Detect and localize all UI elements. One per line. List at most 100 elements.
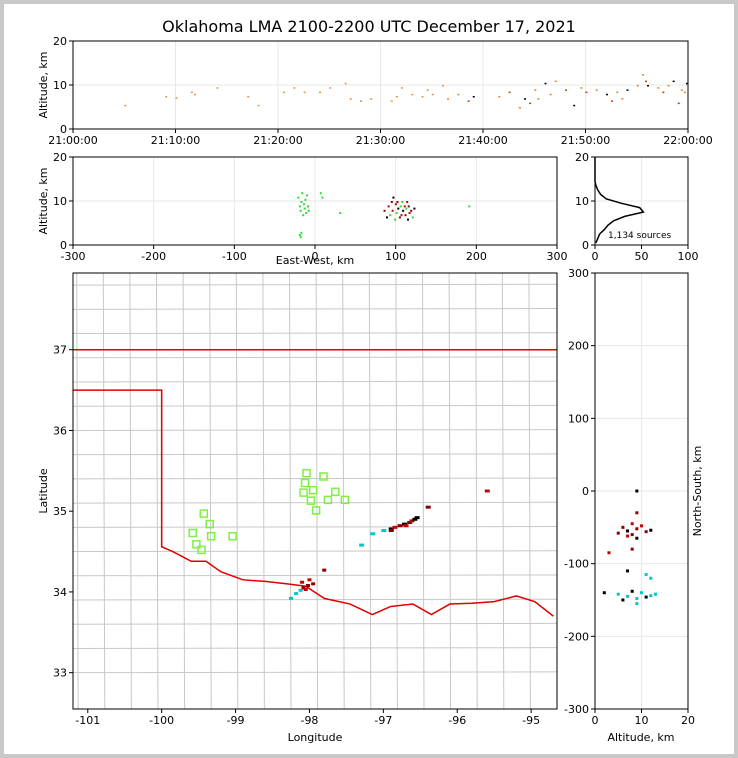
plan-view-ylabel: Latitude bbox=[37, 468, 50, 514]
ew-height-source-point bbox=[299, 236, 302, 239]
ew-height-ytick-label: 0 bbox=[60, 239, 67, 252]
ns-height-source-point bbox=[630, 522, 634, 526]
time-height-source-point bbox=[344, 82, 347, 85]
time-height-source-point bbox=[390, 100, 393, 102]
ew-height-xtick-label: 100 bbox=[385, 250, 406, 263]
ew-height-source-point bbox=[410, 209, 413, 212]
county-boundary bbox=[72, 283, 558, 286]
time-height-source-point bbox=[549, 93, 552, 96]
time-height-panel: 21:00:00 21:10:00 21:20:00 21:30:00 21:40:00… bbox=[37, 35, 713, 147]
time-height-xtick-label: 21:10:00 bbox=[151, 134, 200, 147]
ew-height-xtick-label: 200 bbox=[466, 250, 487, 263]
time-height-source-point bbox=[647, 85, 649, 87]
ew-height-source-point bbox=[407, 205, 410, 208]
ew-height-source-point bbox=[402, 209, 405, 212]
county-boundary bbox=[72, 574, 558, 577]
ew-height-source-point bbox=[319, 192, 322, 195]
lma-sensor-marker bbox=[308, 485, 318, 495]
plan-view-xtick-label: -98 bbox=[300, 714, 318, 727]
time-height-source-point bbox=[595, 89, 598, 91]
plan-source-cluster bbox=[381, 529, 387, 533]
time-height-source-point bbox=[329, 87, 332, 89]
plan-view-xtick-label: -100 bbox=[149, 714, 174, 727]
ew-height-source-point bbox=[387, 205, 390, 208]
ns-height-source-point bbox=[616, 531, 620, 535]
time-height-source-point bbox=[247, 96, 250, 98]
ew-height-xtick-label: -200 bbox=[141, 250, 166, 263]
lma-sensor-marker bbox=[319, 472, 328, 481]
plan-source-cluster bbox=[402, 522, 408, 526]
time-height-source-point bbox=[216, 87, 219, 89]
ns-height-ylabel: North-South, km bbox=[691, 446, 704, 537]
figure-title: Oklahoma LMA 2100-2200 UTC December 17, … bbox=[162, 17, 576, 36]
time-height-axes-box bbox=[72, 40, 689, 130]
state-boundary bbox=[73, 389, 554, 617]
county-boundary bbox=[72, 429, 558, 431]
ew-height-xtick-label: 0 bbox=[312, 250, 319, 263]
time-height-source-point bbox=[534, 89, 537, 91]
ns-height-source-point bbox=[635, 536, 639, 540]
ew-height-xtick-label: -100 bbox=[222, 250, 247, 263]
time-height-source-point bbox=[580, 87, 583, 89]
ew-height-source-point bbox=[394, 203, 397, 206]
time-height-xtick-label: 21:30:00 bbox=[356, 134, 405, 147]
time-height-xtick-label: 21:50:00 bbox=[561, 134, 610, 147]
ew-height-source-point bbox=[406, 201, 409, 203]
county-boundary bbox=[72, 356, 558, 359]
ew-height-source-point bbox=[298, 234, 301, 236]
time-height-source-point bbox=[457, 93, 460, 96]
ns-height-source-point bbox=[626, 569, 630, 573]
county-boundary bbox=[72, 453, 558, 456]
lma-sensor-marker bbox=[311, 506, 321, 515]
plan-view-xtick-label: -101 bbox=[75, 714, 100, 727]
lma-sensor-marker bbox=[228, 531, 237, 541]
time-height-source-point bbox=[621, 98, 624, 100]
time-height-source-point bbox=[293, 87, 296, 89]
plan-view-ytick-label: 36 bbox=[53, 424, 67, 437]
ew-height-xlabel: East-West, km bbox=[276, 254, 354, 267]
county-boundary bbox=[72, 308, 558, 310]
time-height-source-point bbox=[683, 91, 686, 94]
time-height-xtick-label: 21:20:00 bbox=[253, 134, 302, 147]
alt-histogram-xtick-label: 100 bbox=[678, 250, 699, 263]
plan-source-cluster bbox=[403, 524, 409, 528]
plan-source-cluster bbox=[322, 568, 327, 572]
ew-height-source-point bbox=[299, 209, 302, 212]
alt-histogram-ytick-label: 10 bbox=[575, 195, 589, 208]
ew-height-source-point bbox=[300, 201, 303, 203]
time-height-source-point bbox=[319, 91, 321, 94]
time-height-source-point bbox=[165, 96, 168, 98]
ns-height-ytick-label: -200 bbox=[564, 630, 589, 643]
ns-height-source-point bbox=[630, 589, 634, 593]
ns-height-source-point bbox=[635, 527, 639, 531]
county-boundary bbox=[72, 550, 558, 553]
lma-sensor-marker bbox=[199, 509, 209, 518]
ns-height-xtick-label: 20 bbox=[681, 714, 695, 727]
plan-source-cluster bbox=[300, 580, 305, 584]
ns-height-xlabel: Altitude, km bbox=[607, 731, 674, 744]
time-height-source-point bbox=[190, 91, 193, 94]
ew-height-source-point bbox=[408, 212, 411, 214]
ew-height-source-point bbox=[304, 198, 307, 201]
ns-height-source-point bbox=[644, 573, 648, 577]
plan-source-cluster bbox=[370, 532, 376, 536]
time-height-source-point bbox=[657, 87, 660, 89]
time-height-source-point bbox=[401, 87, 403, 89]
time-height-source-point bbox=[283, 91, 286, 94]
ns-height-source-point bbox=[635, 511, 639, 515]
lma-sensor-marker bbox=[206, 531, 216, 541]
plan-view-xtick-label: -99 bbox=[227, 714, 245, 727]
plan-source-cluster bbox=[307, 578, 312, 582]
ew-height-source-point bbox=[389, 214, 392, 217]
plan-view-xtick-label: -95 bbox=[522, 714, 540, 727]
plan-source-cluster bbox=[409, 519, 415, 523]
county-boundary bbox=[395, 272, 398, 710]
alt-histogram-xtick-label: 50 bbox=[635, 250, 649, 263]
time-height-source-point bbox=[524, 98, 526, 100]
ns-height-ytick-label: -300 bbox=[564, 703, 589, 716]
time-height-source-point bbox=[585, 91, 588, 94]
ns-height-source-point bbox=[607, 551, 611, 555]
plan-source-cluster bbox=[301, 586, 306, 590]
ew-height-source-point bbox=[307, 209, 310, 212]
